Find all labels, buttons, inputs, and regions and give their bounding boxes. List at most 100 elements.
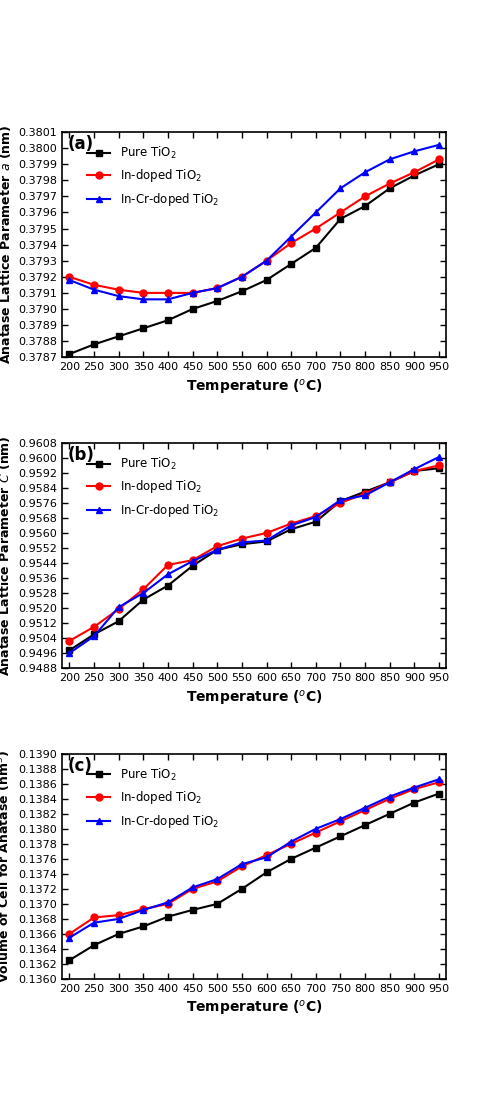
In-doped TiO$_2$ bbox=[165, 559, 171, 572]
Pure TiO$_2$ bbox=[436, 786, 442, 800]
In-Cr-doped TiO$_2$ bbox=[214, 872, 220, 886]
In-Cr-doped TiO$_2$ bbox=[214, 543, 220, 557]
In-doped TiO$_2$ bbox=[91, 278, 97, 292]
Line: In-doped TiO$_2$: In-doped TiO$_2$ bbox=[66, 779, 442, 937]
Line: In-Cr-doped TiO$_2$: In-Cr-doped TiO$_2$ bbox=[66, 142, 442, 302]
Pure TiO$_2$ bbox=[411, 168, 417, 182]
In-Cr-doped TiO$_2$ bbox=[436, 139, 442, 152]
Pure TiO$_2$ bbox=[239, 538, 245, 551]
Text: (b): (b) bbox=[68, 447, 95, 464]
Pure TiO$_2$ bbox=[313, 515, 319, 528]
Pure TiO$_2$ bbox=[337, 212, 343, 226]
Pure TiO$_2$ bbox=[337, 829, 343, 843]
In-Cr-doped TiO$_2$ bbox=[263, 534, 269, 547]
Text: (a): (a) bbox=[68, 135, 94, 153]
Pure TiO$_2$ bbox=[66, 644, 72, 657]
In-Cr-doped TiO$_2$ bbox=[411, 145, 417, 158]
In-doped TiO$_2$ bbox=[288, 236, 294, 250]
X-axis label: Temperature ($^o$C): Temperature ($^o$C) bbox=[186, 377, 322, 397]
In-doped TiO$_2$ bbox=[66, 635, 72, 648]
X-axis label: Temperature ($^o$C): Temperature ($^o$C) bbox=[186, 689, 322, 707]
Line: Pure TiO$_2$: Pure TiO$_2$ bbox=[66, 161, 442, 358]
In-doped TiO$_2$ bbox=[263, 848, 269, 861]
Pure TiO$_2$ bbox=[214, 543, 220, 557]
In-Cr-doped TiO$_2$ bbox=[337, 813, 343, 826]
Pure TiO$_2$ bbox=[263, 535, 269, 548]
In-Cr-doped TiO$_2$ bbox=[263, 254, 269, 267]
Pure TiO$_2$ bbox=[140, 920, 146, 933]
In-doped TiO$_2$ bbox=[189, 553, 195, 566]
Y-axis label: Volume of Cell for Anatase (nm$^3$): Volume of Cell for Anatase (nm$^3$) bbox=[0, 750, 13, 982]
In-doped TiO$_2$ bbox=[411, 782, 417, 795]
Pure TiO$_2$ bbox=[387, 475, 393, 488]
In-doped TiO$_2$ bbox=[436, 776, 442, 789]
In-doped TiO$_2$ bbox=[288, 837, 294, 850]
In-Cr-doped TiO$_2$ bbox=[362, 488, 368, 502]
Pure TiO$_2$ bbox=[91, 338, 97, 351]
Line: In-doped TiO$_2$: In-doped TiO$_2$ bbox=[66, 462, 442, 645]
In-doped TiO$_2$ bbox=[91, 620, 97, 634]
In-doped TiO$_2$ bbox=[66, 271, 72, 284]
Pure TiO$_2$ bbox=[263, 274, 269, 287]
Y-axis label: Anatase Lattice Parameter $C$ (nm): Anatase Lattice Parameter $C$ (nm) bbox=[0, 436, 12, 675]
In-doped TiO$_2$ bbox=[436, 459, 442, 472]
Legend: Pure TiO$_2$, In-doped TiO$_2$, In-Cr-doped TiO$_2$: Pure TiO$_2$, In-doped TiO$_2$, In-Cr-do… bbox=[83, 452, 223, 522]
In-Cr-doped TiO$_2$ bbox=[165, 293, 171, 306]
Pure TiO$_2$ bbox=[116, 927, 122, 940]
Pure TiO$_2$ bbox=[436, 462, 442, 475]
Line: In-Cr-doped TiO$_2$: In-Cr-doped TiO$_2$ bbox=[66, 776, 442, 942]
In-Cr-doped TiO$_2$ bbox=[313, 822, 319, 835]
Pure TiO$_2$ bbox=[66, 348, 72, 361]
In-Cr-doped TiO$_2$ bbox=[411, 462, 417, 475]
In-doped TiO$_2$ bbox=[165, 286, 171, 299]
In-doped TiO$_2$ bbox=[337, 496, 343, 509]
Pure TiO$_2$ bbox=[189, 903, 195, 916]
In-doped TiO$_2$ bbox=[116, 283, 122, 296]
Pure TiO$_2$ bbox=[239, 285, 245, 298]
Pure TiO$_2$ bbox=[411, 464, 417, 477]
In-Cr-doped TiO$_2$ bbox=[288, 230, 294, 243]
Pure TiO$_2$ bbox=[288, 257, 294, 271]
Pure TiO$_2$ bbox=[91, 938, 97, 952]
In-doped TiO$_2$ bbox=[116, 909, 122, 922]
In-doped TiO$_2$ bbox=[189, 882, 195, 895]
In-Cr-doped TiO$_2$ bbox=[140, 293, 146, 306]
In-Cr-doped TiO$_2$ bbox=[362, 166, 368, 179]
In-doped TiO$_2$ bbox=[337, 815, 343, 828]
Pure TiO$_2$ bbox=[411, 796, 417, 810]
In-doped TiO$_2$ bbox=[288, 517, 294, 530]
Pure TiO$_2$ bbox=[362, 485, 368, 498]
Line: Pure TiO$_2$: Pure TiO$_2$ bbox=[66, 464, 442, 653]
In-doped TiO$_2$ bbox=[337, 206, 343, 219]
In-doped TiO$_2$ bbox=[387, 475, 393, 488]
In-doped TiO$_2$ bbox=[362, 190, 368, 204]
In-doped TiO$_2$ bbox=[313, 222, 319, 235]
Pure TiO$_2$ bbox=[140, 593, 146, 606]
In-doped TiO$_2$ bbox=[165, 898, 171, 911]
In-Cr-doped TiO$_2$ bbox=[387, 475, 393, 488]
In-Cr-doped TiO$_2$ bbox=[91, 629, 97, 642]
In-doped TiO$_2$ bbox=[140, 286, 146, 299]
In-doped TiO$_2$ bbox=[239, 860, 245, 873]
Pure TiO$_2$ bbox=[387, 182, 393, 195]
In-doped TiO$_2$ bbox=[140, 583, 146, 596]
Pure TiO$_2$ bbox=[91, 628, 97, 641]
In-Cr-doped TiO$_2$ bbox=[239, 536, 245, 549]
In-Cr-doped TiO$_2$ bbox=[313, 206, 319, 219]
Pure TiO$_2$ bbox=[387, 807, 393, 821]
In-Cr-doped TiO$_2$ bbox=[239, 271, 245, 284]
Text: (c): (c) bbox=[68, 757, 93, 776]
In-Cr-doped TiO$_2$ bbox=[436, 772, 442, 785]
Pure TiO$_2$ bbox=[288, 522, 294, 536]
Pure TiO$_2$ bbox=[189, 302, 195, 316]
Pure TiO$_2$ bbox=[214, 295, 220, 308]
In-Cr-doped TiO$_2$ bbox=[337, 494, 343, 507]
In-doped TiO$_2$ bbox=[239, 271, 245, 284]
In-Cr-doped TiO$_2$ bbox=[214, 282, 220, 295]
Pure TiO$_2$ bbox=[362, 199, 368, 212]
In-doped TiO$_2$ bbox=[313, 509, 319, 522]
In-Cr-doped TiO$_2$ bbox=[263, 850, 269, 864]
In-Cr-doped TiO$_2$ bbox=[116, 289, 122, 302]
In-Cr-doped TiO$_2$ bbox=[189, 881, 195, 894]
In-doped TiO$_2$ bbox=[411, 166, 417, 179]
